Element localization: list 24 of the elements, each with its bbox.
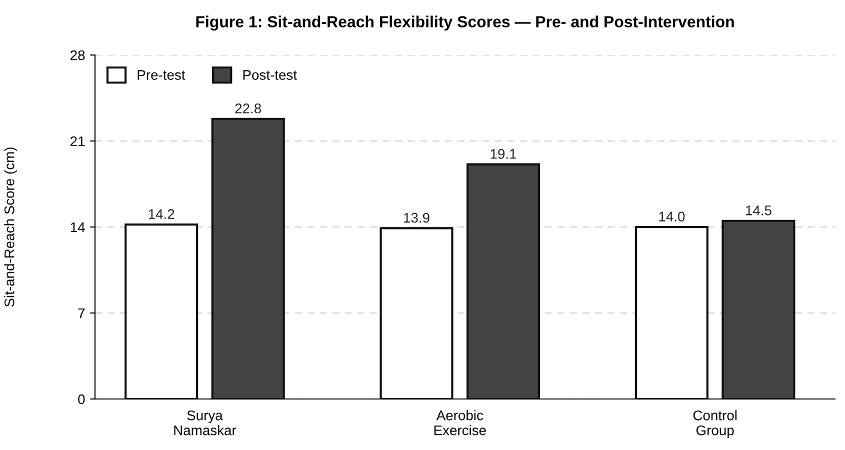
- y-tick-label: 21: [70, 136, 85, 146]
- x-tick-label: Aerobic Exercise: [434, 410, 486, 436]
- bar: [466, 163, 540, 399]
- y-tick-label: 28: [70, 50, 85, 60]
- bar: [380, 227, 454, 399]
- y-axis-title: Sit-and-Reach Score (cm): [4, 148, 18, 307]
- data-label: 13.9: [404, 212, 430, 223]
- chart-title: Figure 1: Sit-and-Reach Flexibility Scores — Pre- and Post-Intervention: [196, 16, 734, 31]
- legend-label: Post-test: [243, 70, 297, 80]
- legend-label: Pre-test: [138, 70, 186, 80]
- data-label: 14.0: [659, 212, 685, 222]
- y-tick-label: 14: [70, 222, 85, 232]
- bar: [722, 220, 796, 399]
- y-tick-label: 0: [78, 394, 85, 404]
- bar: [211, 118, 285, 399]
- y-tick-label: 7: [78, 308, 85, 318]
- bar: [124, 224, 198, 399]
- data-label: 14.5: [746, 206, 772, 216]
- data-label: 14.2: [148, 209, 174, 219]
- data-label: 19.1: [490, 148, 516, 159]
- bar: [634, 226, 708, 399]
- x-tick-label: Surya Namaskar: [174, 410, 236, 436]
- x-tick-label: Control Group: [693, 410, 737, 438]
- data-label: 22.8: [235, 104, 262, 114]
